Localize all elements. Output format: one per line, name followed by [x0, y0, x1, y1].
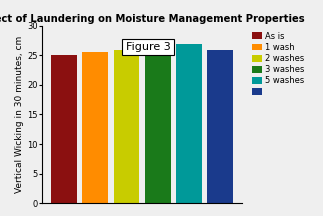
Bar [114, 49, 139, 203]
Legend: As is, 1 wash, 2 washes, 3 washes, 5 washes, : As is, 1 wash, 2 washes, 3 washes, 5 was… [250, 30, 307, 98]
Bar [145, 56, 171, 203]
Text: Figure 3: Figure 3 [126, 42, 171, 52]
Bar [82, 52, 108, 203]
Bar [176, 44, 202, 203]
Bar [207, 49, 233, 203]
Title: Effect of Laundering on Moisture Management Properties: Effect of Laundering on Moisture Managem… [0, 14, 305, 24]
Bar [51, 56, 77, 203]
Y-axis label: Vertical Wicking in 30 minutes, cm: Vertical Wicking in 30 minutes, cm [16, 36, 25, 193]
